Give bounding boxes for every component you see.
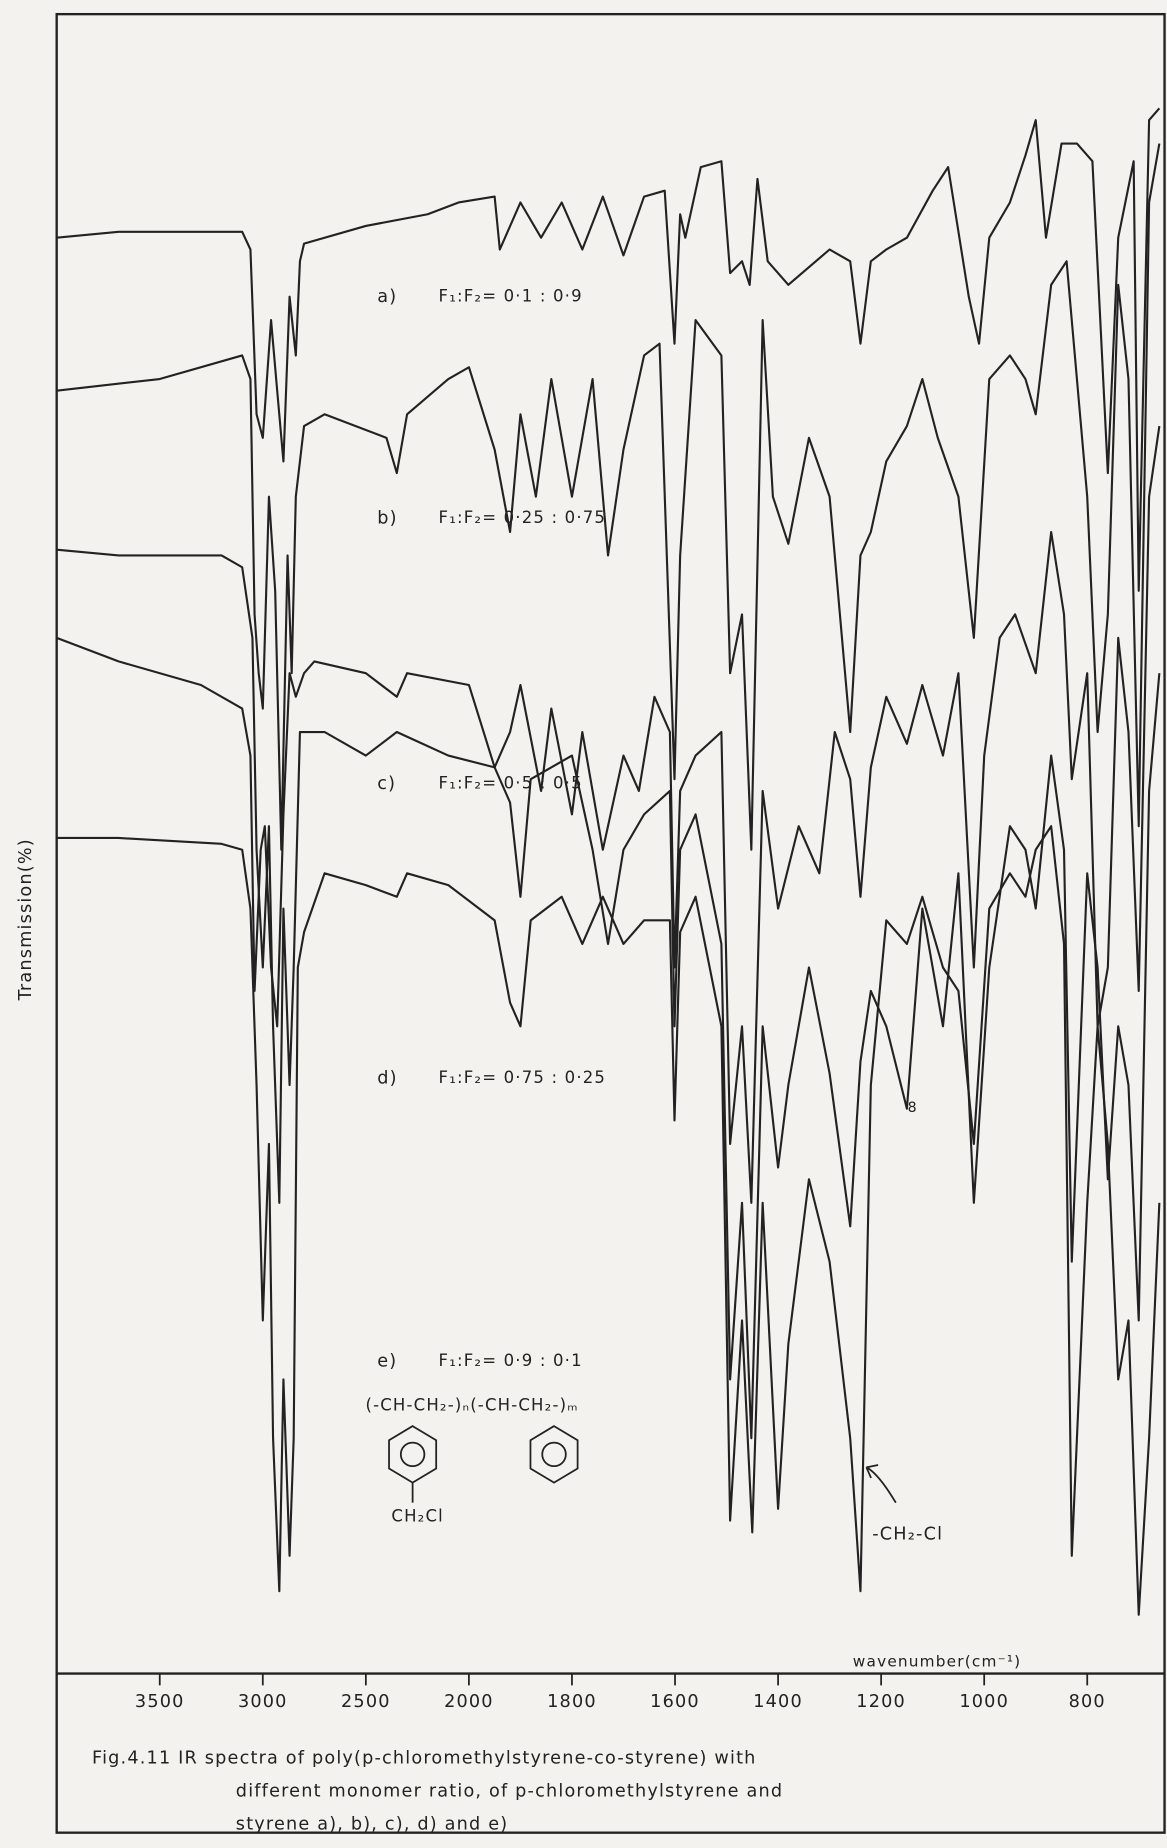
x-tick-label: 800	[1069, 1692, 1106, 1712]
caption-line: Fig.4.11 IR spectra of poly(p-chlorometh…	[92, 1748, 757, 1768]
x-tick-label: 1800	[547, 1692, 597, 1712]
spectrum-line	[56, 107, 1161, 592]
x-tick-label: 1200	[856, 1692, 906, 1712]
y-axis-label: Transmission(%)	[16, 838, 36, 1001]
series-label: F₁:F₂= 0·9 : 0·1	[439, 1351, 583, 1370]
series-name: d)	[377, 1068, 397, 1088]
annotation: 8	[908, 1100, 918, 1116]
structure-substituent: CH₂Cl	[391, 1506, 444, 1525]
spectrum-line	[56, 143, 1161, 851]
series-name: a)	[377, 287, 397, 307]
series-label: F₁:F₂= 0·75 : 0·25	[439, 1068, 607, 1087]
spectrum-line	[56, 425, 1161, 1204]
structure-rings	[388, 1425, 897, 1504]
caption-line: different monomer ratio, of p-chlorometh…	[236, 1781, 783, 1801]
x-tick-label: 3000	[238, 1692, 288, 1712]
x-tick-label: 3500	[135, 1692, 185, 1712]
series-name: b)	[377, 509, 397, 529]
structure-chain: (-CH-CH₂-)ₙ(-CH-CH₂-)ₘ	[365, 1396, 578, 1415]
spectrum-line	[56, 548, 1161, 1440]
x-axis-label: wavenumber(cm⁻¹)	[853, 1652, 1022, 1670]
spectrum-line	[56, 825, 1161, 1616]
annotation: -CH₂-Cl	[872, 1525, 943, 1545]
series-label: F₁:F₂= 0·25 : 0·75	[439, 508, 607, 527]
x-tick-label: 2000	[444, 1692, 494, 1712]
series-label: F₁:F₂= 0·1 : 0·9	[439, 287, 583, 306]
x-tick-label: 1000	[959, 1692, 1009, 1712]
series-name: e)	[377, 1351, 397, 1371]
x-tick-label: 1600	[650, 1692, 700, 1712]
frame	[55, 12, 1166, 1834]
x-tick-label: 1400	[753, 1692, 803, 1712]
x-tick-label: 2500	[341, 1692, 391, 1712]
caption-line: styrene a), b), c), d) and e)	[236, 1814, 509, 1834]
series-name: c)	[377, 774, 396, 794]
series-label: F₁:F₂= 0·5 : 0·5	[439, 773, 583, 792]
